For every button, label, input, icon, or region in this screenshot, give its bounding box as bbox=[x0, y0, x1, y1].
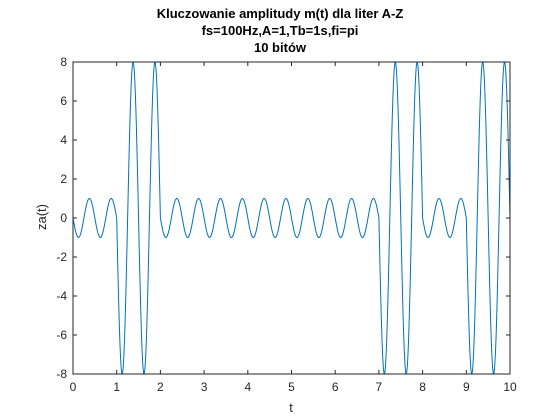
x-tick-label: 6 bbox=[332, 380, 339, 394]
y-tick-label: 6 bbox=[60, 94, 67, 108]
y-tick-label: -4 bbox=[56, 289, 67, 303]
x-axis-label: t bbox=[289, 400, 293, 415]
x-tick-label: 1 bbox=[113, 380, 120, 394]
y-tick-label: -6 bbox=[56, 328, 67, 342]
y-tick-label: -8 bbox=[56, 367, 67, 381]
chart-title-line-1: Kluczowanie amplitudy m(t) dla liter A-Z bbox=[156, 6, 404, 21]
x-tick-label: 3 bbox=[201, 380, 208, 394]
x-tick-label: 9 bbox=[463, 380, 470, 394]
x-tick-label: 8 bbox=[419, 380, 426, 394]
x-tick-label: 2 bbox=[157, 380, 164, 394]
chart-title-line-3: 10 bitów bbox=[253, 40, 306, 55]
y-tick-label: 4 bbox=[60, 133, 67, 147]
x-tick-label: 7 bbox=[376, 380, 383, 394]
y-tick-label: 2 bbox=[60, 172, 67, 186]
y-tick-label: 8 bbox=[60, 55, 67, 69]
y-tick-label: 0 bbox=[60, 211, 67, 225]
x-tick-label: 4 bbox=[244, 380, 251, 394]
ticks-group: 0 1 2 3 4 5 6 7 8 9 10 -8 -6 -4 -2 0 2 4 6 8 bbox=[56, 55, 517, 394]
x-tick-label: 0 bbox=[70, 380, 77, 394]
x-tick-label: 5 bbox=[288, 380, 295, 394]
series-line bbox=[72, 61, 511, 375]
y-tick-label: -2 bbox=[56, 250, 67, 264]
x-tick-label: 10 bbox=[503, 380, 517, 394]
y-axis-label: za(t) bbox=[34, 204, 49, 230]
plot-area bbox=[72, 61, 511, 375]
chart-title-line-2: fs=100Hz,A=1,Tb=1s,fi=pi bbox=[201, 23, 359, 38]
